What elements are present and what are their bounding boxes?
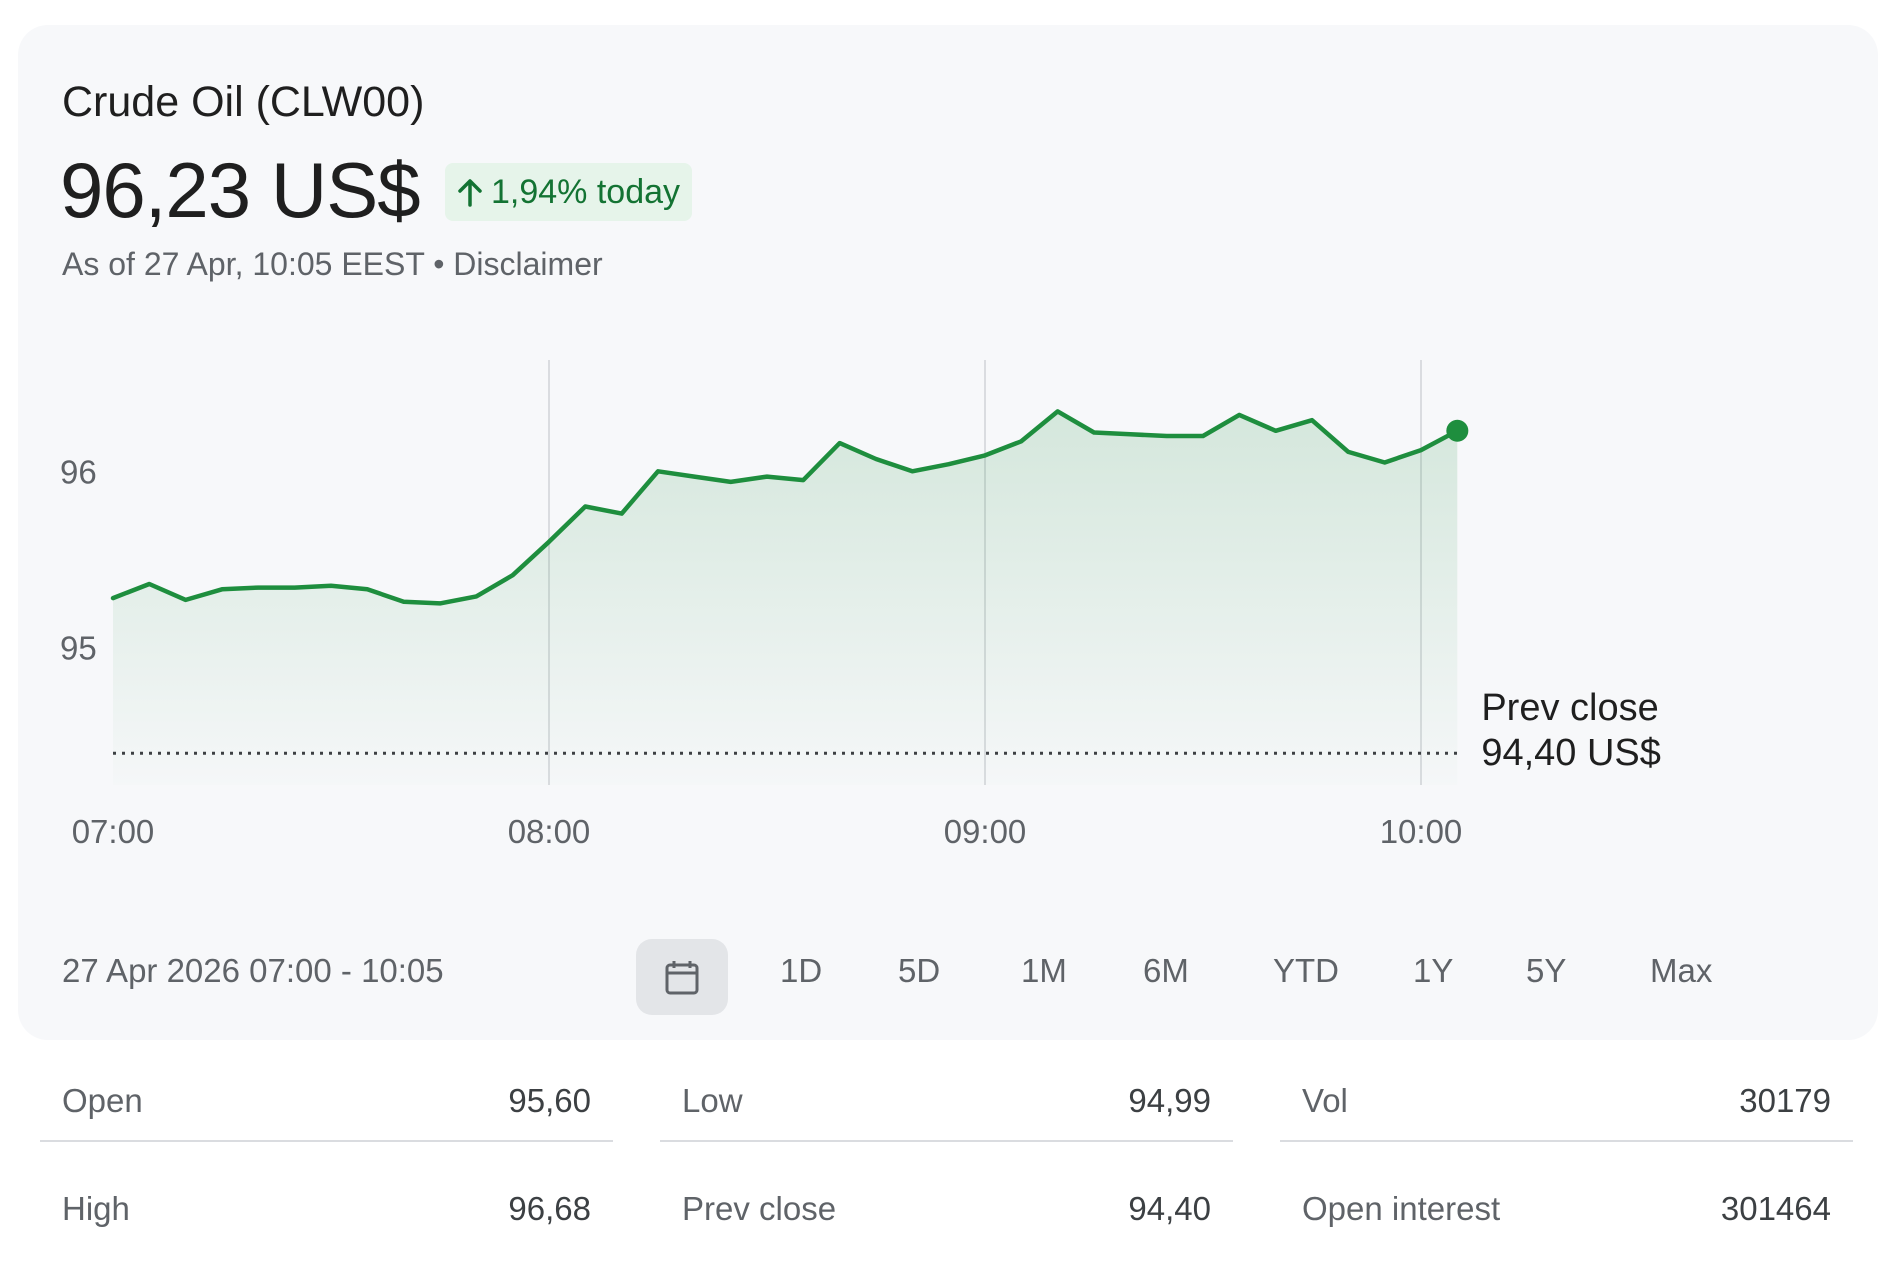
x-tick-label: 09:00 <box>944 813 1027 850</box>
x-tick-label: 08:00 <box>508 813 591 850</box>
disclaimer-link[interactable]: Disclaimer <box>453 246 603 282</box>
as-of-line: As of 27 Apr, 10:05 EEST • Disclaimer <box>62 246 603 283</box>
stat-value: 96,68 <box>508 1190 591 1227</box>
instrument-title: Crude Oil (CLW00) <box>62 78 425 126</box>
range-ytd[interactable]: YTD <box>1273 952 1339 989</box>
arrow-up-icon <box>458 179 482 207</box>
stat-open: Open 95,60 <box>40 1040 613 1142</box>
range-1y[interactable]: 1Y <box>1413 952 1454 989</box>
x-tick-label: 10:00 <box>1380 813 1463 850</box>
stat-value: 95,60 <box>508 1082 591 1119</box>
range-1d[interactable]: 1D <box>780 952 823 989</box>
stat-label: Vol <box>1302 1082 1348 1119</box>
range-5d[interactable]: 5D <box>898 952 941 989</box>
stat-value: 94,40 <box>1128 1190 1211 1227</box>
stat-label: Low <box>682 1082 743 1119</box>
change-badge: 1,94% today <box>445 163 693 221</box>
stat-value: 94,99 <box>1128 1082 1211 1119</box>
calendar-button[interactable] <box>636 939 728 1015</box>
stat-value: 30179 <box>1739 1082 1831 1119</box>
change-text: 1,94% today <box>491 172 681 211</box>
price-chart[interactable]: 07:00 08:00 09:00 10:00 95 96 Prev close94,40 … <box>0 0 1900 880</box>
stat-value: 301464 <box>1720 1190 1831 1227</box>
price-area <box>113 411 1458 785</box>
y-tick-label: 95 <box>60 629 97 666</box>
range-5y[interactable]: 5Y <box>1526 952 1567 989</box>
range-selector: 27 Apr 2026 07:00 - 10:05 1D 5D 1M 6M YT… <box>18 906 1878 1040</box>
stat-label: Open <box>62 1082 143 1119</box>
range-max[interactable]: Max <box>1650 952 1713 989</box>
stat-label: Open interest <box>1302 1190 1501 1227</box>
range-label: 27 Apr 2026 07:00 - 10:05 <box>62 952 444 989</box>
stat-vol: Vol 30179 <box>1280 1040 1853 1142</box>
x-tick-label: 07:00 <box>72 813 155 850</box>
separator-dot: • <box>433 246 445 282</box>
stats-table: Open 95,60 High 96,68 Low 94,99 Prev clo… <box>0 1040 1900 1284</box>
last-price-marker <box>1446 419 1469 442</box>
stat-open-interest: Open interest 301464 <box>1280 1148 1853 1248</box>
prev-close-value: 94,40 US$ <box>1481 732 1661 774</box>
stat-prev-close: Prev close 94,40 <box>660 1148 1233 1248</box>
range-6m[interactable]: 6M <box>1143 952 1189 989</box>
y-tick-label: 96 <box>60 453 97 490</box>
stat-low: Low 94,99 <box>660 1040 1233 1142</box>
stat-high: High 96,68 <box>40 1148 613 1248</box>
range-1m[interactable]: 1M <box>1021 952 1067 989</box>
stat-label: Prev close <box>682 1190 837 1227</box>
price-line <box>110 409 1460 606</box>
current-price: 96,23 US$ <box>60 146 421 234</box>
calendar-icon <box>665 961 699 995</box>
as-of-text: As of 27 Apr, 10:05 EEST <box>62 246 425 282</box>
stat-label: High <box>62 1190 130 1227</box>
prev-close-label: Prev close <box>1481 687 1658 729</box>
